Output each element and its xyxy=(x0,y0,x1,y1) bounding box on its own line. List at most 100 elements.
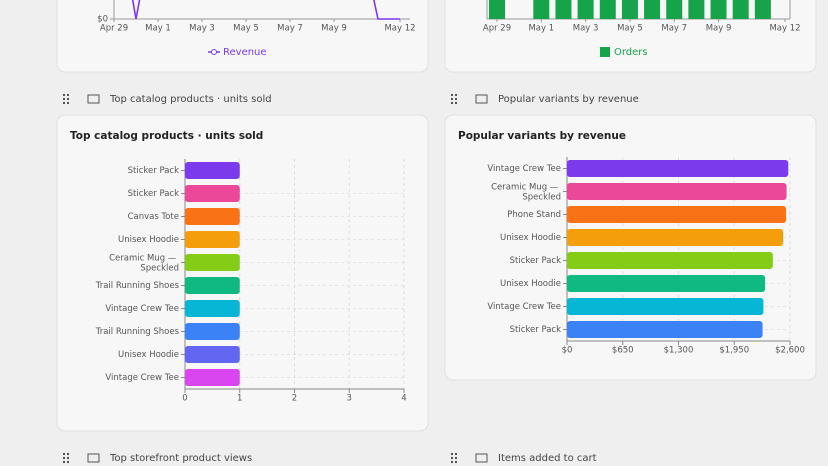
drag-handle-dot xyxy=(450,460,454,464)
bar xyxy=(644,0,661,19)
drag-handle-dot xyxy=(62,460,66,464)
bar xyxy=(567,160,789,177)
bar xyxy=(599,0,616,19)
y-tick-label: Vintage Crew Tee xyxy=(487,164,561,174)
section-header[interactable]: Items added to cart xyxy=(450,452,597,464)
y-tick-label: Trail Running Shoes xyxy=(95,281,180,291)
bar xyxy=(666,0,683,19)
bar xyxy=(621,0,638,19)
drag-handle-dot xyxy=(454,93,458,97)
bar xyxy=(185,300,240,317)
drag-handle-dot xyxy=(62,93,66,97)
x-tick-label: 4 xyxy=(401,394,406,404)
legend-label: Orders xyxy=(614,47,648,58)
bar xyxy=(567,321,763,338)
bar xyxy=(577,0,594,19)
bar xyxy=(567,206,787,223)
drag-handle-dot xyxy=(450,456,454,460)
drag-handle-dot xyxy=(66,101,70,105)
x-tick-label: May 9 xyxy=(321,24,347,34)
panel-icon xyxy=(475,453,488,463)
bar xyxy=(567,183,787,200)
bar xyxy=(567,298,764,315)
bar xyxy=(533,0,550,19)
bar xyxy=(567,229,784,246)
bar xyxy=(185,369,240,386)
bar xyxy=(754,0,771,19)
x-tick-label: $650 xyxy=(612,346,634,356)
drag-handle-dot xyxy=(450,97,454,101)
y-tick-label: Vintage Crew Tee xyxy=(487,302,561,312)
x-tick-label: May 7 xyxy=(661,24,687,34)
chart-title: Top catalog products · units sold xyxy=(70,130,263,142)
y-tick-label: Canvas Tote xyxy=(128,212,179,222)
panel-icon xyxy=(475,94,488,104)
drag-handle-dot xyxy=(450,452,454,456)
panel-icon xyxy=(87,94,100,104)
section-title: Popular variants by revenue xyxy=(498,94,639,105)
x-tick-label: 3 xyxy=(347,394,352,404)
drag-handle-dot xyxy=(62,101,66,105)
drag-handle-dot xyxy=(66,460,70,464)
legend-swatch xyxy=(600,47,610,57)
x-tick-label: May 9 xyxy=(706,24,732,34)
x-tick-label: May 5 xyxy=(617,24,643,34)
x-tick-label: Apr 29 xyxy=(483,24,511,34)
bar xyxy=(185,277,240,294)
section-title: Items added to cart xyxy=(498,453,597,464)
bar xyxy=(555,0,572,19)
drag-handle-dot xyxy=(66,452,70,456)
x-tick-label: Apr 29 xyxy=(100,24,128,34)
y-tick-label: $0 xyxy=(97,15,108,25)
y-tick-label: Sticker Pack xyxy=(128,166,179,176)
drag-handle-dot xyxy=(62,452,66,456)
y-tick-label: Unisex Hoodie xyxy=(500,279,561,289)
section-header[interactable]: Top storefront product views xyxy=(62,452,252,464)
y-tick-label: Unisex Hoodie xyxy=(500,233,561,243)
x-tick-label: May 1 xyxy=(145,24,171,34)
section-title: Top catalog products · units sold xyxy=(109,94,272,105)
section-header[interactable]: Popular variants by revenue xyxy=(450,93,639,105)
bar xyxy=(489,0,505,19)
y-tick-label: Sticker Pack xyxy=(510,256,561,266)
y-tick-label: Sticker Pack xyxy=(128,189,179,199)
card xyxy=(444,114,817,381)
bar xyxy=(567,275,766,292)
bar xyxy=(185,254,240,271)
panel-icon xyxy=(87,453,100,463)
x-tick-label: May 12 xyxy=(769,24,800,34)
x-tick-label: $1,950 xyxy=(719,346,749,356)
x-tick-label: May 3 xyxy=(573,24,599,34)
x-tick-label: 1 xyxy=(237,394,242,404)
section-title: Top storefront product views xyxy=(109,453,252,464)
x-tick-label: May 7 xyxy=(277,24,303,34)
x-tick-label: $2,600 xyxy=(775,346,805,356)
bar xyxy=(732,0,749,19)
drag-handle-dot xyxy=(454,452,458,456)
drag-handle-dot xyxy=(66,93,70,97)
drag-handle-dot xyxy=(454,97,458,101)
legend-label: Revenue xyxy=(223,47,267,58)
drag-handle-dot xyxy=(454,460,458,464)
bar xyxy=(710,0,727,19)
y-tick-label: Ceramic Mug — Speckled xyxy=(109,253,179,273)
y-tick-label: Vintage Crew Tee xyxy=(105,373,179,383)
bar xyxy=(185,323,240,340)
drag-handle-dot xyxy=(450,101,454,105)
legend-marker xyxy=(211,49,217,55)
bar xyxy=(185,162,240,179)
drag-handle-dot xyxy=(62,97,66,101)
drag-handle-dot xyxy=(66,456,70,460)
y-tick-label: Unisex Hoodie xyxy=(118,350,179,360)
bar xyxy=(185,231,240,248)
x-tick-label: 2 xyxy=(292,394,297,404)
drag-handle-dot xyxy=(454,101,458,105)
x-tick-label: May 12 xyxy=(384,24,415,34)
y-tick-label: Sticker Pack xyxy=(510,325,561,335)
drag-handle-dot xyxy=(66,97,70,101)
section-header[interactable]: Top catalog products · units sold xyxy=(62,93,272,105)
chart-title: Popular variants by revenue xyxy=(458,130,626,142)
drag-handle-dot xyxy=(454,456,458,460)
bar xyxy=(185,208,240,225)
